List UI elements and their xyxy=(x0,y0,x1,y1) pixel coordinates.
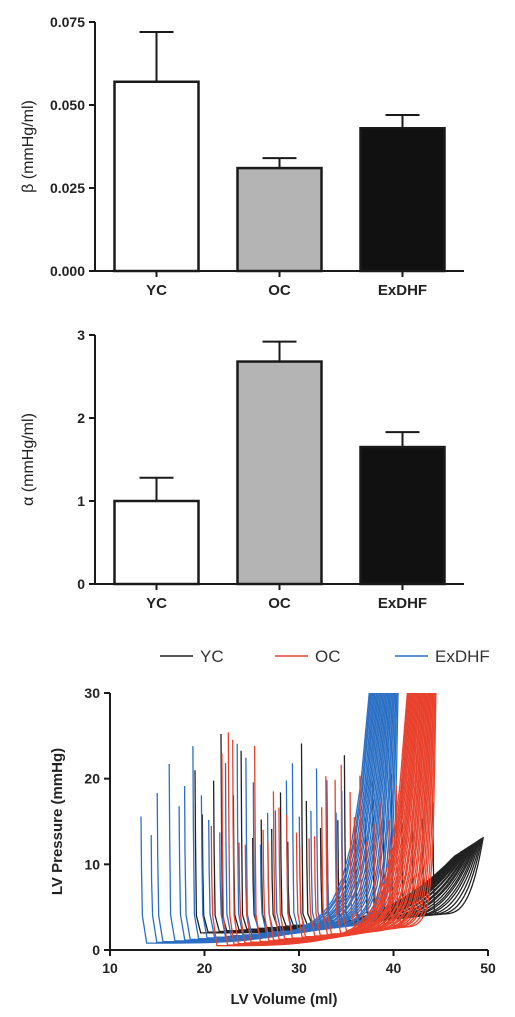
y-axis-label: α (mmHg/ml) xyxy=(20,413,37,506)
y-axis-label: β (mmHg/ml) xyxy=(20,100,37,193)
y-tick-label: 10 xyxy=(84,856,100,872)
pv-curve-yc xyxy=(411,829,482,917)
y-tick-label: 0.075 xyxy=(50,14,85,30)
y-tick-label: 1 xyxy=(77,493,85,509)
y-tick-label: 2 xyxy=(77,410,85,426)
bar-exdhf xyxy=(359,445,446,586)
y-tick-label: 0 xyxy=(77,576,85,592)
pv-curve-yc xyxy=(432,802,484,915)
pv-curve-oc xyxy=(379,693,435,929)
legend-label: ExDHF xyxy=(435,647,490,666)
x-tick-label: OC xyxy=(268,595,291,612)
bar-exdhf xyxy=(359,126,446,273)
x-tick-label: OC xyxy=(268,282,291,299)
x-tick-label: YC xyxy=(146,282,167,299)
pv-curve-yc xyxy=(421,818,483,916)
x-tick-label: 40 xyxy=(386,960,402,976)
bar-chart-2: 0 1 2 3 YC OC ExDHF α (mmHg/ml) xyxy=(20,327,464,612)
legend-label: YC xyxy=(200,647,224,666)
x-tick-label: 20 xyxy=(197,960,213,976)
series-oc xyxy=(210,693,437,947)
y-tick-label: 3 xyxy=(77,327,85,343)
x-tick-label: 50 xyxy=(480,960,496,976)
x-axis-label: LV Volume (ml) xyxy=(231,991,338,1008)
x-tick-label: ExDHF xyxy=(378,595,427,612)
bar-oc xyxy=(236,360,323,586)
pv-curve-oc xyxy=(373,693,434,930)
bar-yc xyxy=(113,499,200,586)
pv-curve-yc xyxy=(382,818,479,919)
legend-label: OC xyxy=(315,647,341,666)
pv-curves xyxy=(140,693,484,947)
x-tick-label: 30 xyxy=(291,960,307,976)
y-tick-label: 0 xyxy=(92,942,100,958)
y-tick-label: 30 xyxy=(84,685,100,701)
y-tick-label: 0.025 xyxy=(50,180,85,196)
y-tick-label: 0.050 xyxy=(50,97,85,113)
x-tick-label: YC xyxy=(146,595,167,612)
y-tick-label: 20 xyxy=(84,771,100,787)
legend: YC OC ExDHF xyxy=(160,647,490,666)
pv-curve-oc xyxy=(395,693,437,928)
y-axis-label: LV Pressure (mmHg) xyxy=(49,748,66,895)
pv-curve-oc xyxy=(366,693,433,931)
bar-chart-1: 0.000 0.025 0.050 0.075 YC OC ExDHF β (mmHg/ml) xyxy=(20,14,464,299)
x-tick-label: ExDHF xyxy=(378,282,427,299)
bar-oc xyxy=(236,166,323,273)
pv-curve-oc xyxy=(388,693,436,929)
bar-yc xyxy=(113,80,200,273)
x-tick-label: 10 xyxy=(102,960,118,976)
y-tick-label: 0.000 xyxy=(50,263,85,279)
